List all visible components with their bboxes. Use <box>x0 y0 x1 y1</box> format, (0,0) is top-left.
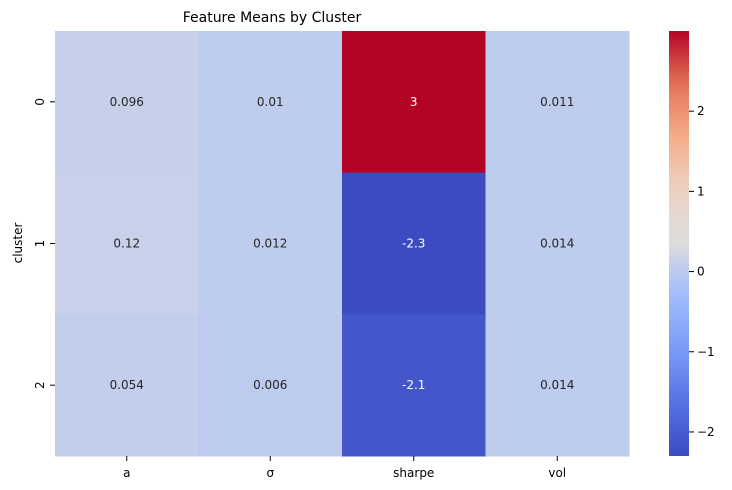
colorbar-gradient <box>669 31 689 456</box>
cell-annotation: 0.014 <box>540 378 574 392</box>
y-axis-label: cluster <box>11 223 25 264</box>
heatmap-cells <box>55 31 630 457</box>
cell-annotation: 0.054 <box>110 378 144 392</box>
heatmap-cell <box>55 314 199 457</box>
colorbar-tick-label: 2 <box>697 104 705 118</box>
heatmap-cell <box>55 31 199 174</box>
heatmap-cell <box>55 172 199 315</box>
cell-annotation: -2.1 <box>402 378 425 392</box>
x-tick-label: sharpe <box>393 466 434 480</box>
colorbar-tick-label: −2 <box>697 425 715 439</box>
colorbar-tick-label: 1 <box>697 184 705 198</box>
heatmap-cell <box>485 172 630 315</box>
y-tick-label: 1 <box>33 240 47 248</box>
heatmap-cell <box>342 31 486 174</box>
heatmap-cell <box>198 172 343 315</box>
cell-annotation: 0.01 <box>257 95 284 109</box>
heatmap-cell <box>342 172 486 315</box>
x-tick-label: vol <box>548 466 566 480</box>
cell-annotation: 0.096 <box>110 95 144 109</box>
heatmap-cell <box>198 31 343 174</box>
colorbar-tick-label: 0 <box>697 265 705 279</box>
cell-annotation: 3 <box>410 95 418 109</box>
cell-annotation: 0.014 <box>540 237 574 251</box>
x-axis: a σ sharpe vol <box>123 456 566 480</box>
y-tick-label: 0 <box>33 98 47 106</box>
colorbar: −2 −1 0 1 2 <box>669 31 715 456</box>
heatmap-annotations: 0.096 0.01 3 0.011 0.12 0.012 -2.3 0.014 0.054 0.… <box>110 95 575 392</box>
chart-title: Feature Means by Cluster <box>183 10 362 26</box>
heatmap-cell <box>485 314 630 457</box>
x-tick-label: a <box>123 466 130 480</box>
y-axis: 0 1 2 <box>33 98 55 389</box>
colorbar-tick-label: −1 <box>697 345 715 359</box>
y-tick-label: 2 <box>33 381 47 389</box>
cell-annotation: -2.3 <box>402 237 425 251</box>
cell-annotation: 0.012 <box>253 237 287 251</box>
x-tick-label: σ <box>266 466 274 480</box>
cell-annotation: 0.011 <box>540 95 574 109</box>
heatmap-cell <box>342 314 486 457</box>
heatmap-cell <box>485 31 630 174</box>
cell-annotation: 0.12 <box>113 237 140 251</box>
heatmap-cell <box>198 314 343 457</box>
cell-annotation: 0.006 <box>253 378 287 392</box>
